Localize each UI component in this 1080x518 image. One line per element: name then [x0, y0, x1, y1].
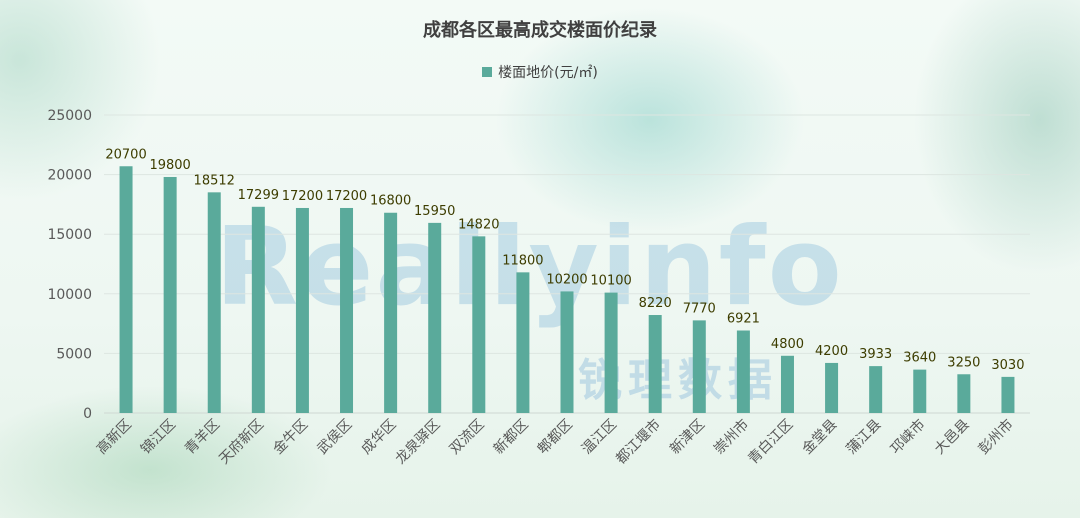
bar [825, 362, 839, 413]
bar [957, 374, 971, 413]
data-label: 3030 [991, 358, 1024, 373]
y-tick-label: 20000 [47, 168, 92, 184]
bar [648, 315, 662, 413]
bar [692, 320, 706, 413]
x-tick-label: 新都区 [491, 417, 532, 458]
bar [516, 272, 530, 413]
x-tick-label: 武侯区 [314, 417, 355, 458]
bar [560, 291, 574, 413]
data-label: 19800 [149, 158, 190, 173]
data-label: 20700 [105, 147, 146, 162]
data-label: 8220 [639, 296, 672, 311]
x-tick-label: 龙泉驿区 [392, 416, 444, 468]
bar [340, 207, 354, 413]
bar [736, 330, 750, 413]
data-label: 4800 [771, 337, 804, 352]
data-label: 18512 [194, 173, 235, 188]
y-tick-label: 15000 [47, 227, 92, 243]
y-tick-label: 25000 [47, 108, 92, 124]
x-tick-label: 青羊区 [182, 417, 223, 458]
bar [207, 192, 221, 413]
x-tick-label: 蒲江县 [843, 417, 884, 458]
data-label: 17200 [282, 189, 323, 204]
x-tick-label: 锦江区 [137, 416, 179, 458]
data-label: 6921 [727, 312, 760, 327]
data-label: 4200 [815, 344, 848, 359]
x-tick-label: 高新区 [93, 416, 135, 458]
x-tick-label: 邛崃市 [887, 416, 929, 458]
bar [295, 207, 309, 413]
bar [604, 292, 618, 413]
data-label: 3640 [903, 351, 936, 366]
data-label: 14820 [458, 217, 499, 232]
x-tick-label: 双流区 [447, 417, 488, 458]
data-label: 17200 [326, 189, 367, 204]
bar [428, 222, 442, 413]
data-label: 11800 [502, 253, 543, 268]
x-tick-label: 郫都区 [535, 417, 576, 458]
bar [119, 166, 133, 413]
y-tick-label: 5000 [56, 346, 92, 362]
data-label: 3250 [947, 355, 980, 370]
x-tick-label: 金堂县 [799, 417, 840, 458]
x-tick-label: 青白江区 [745, 417, 796, 468]
y-tick-label: 10000 [47, 287, 92, 303]
x-tick-label: 彭州市 [975, 416, 1017, 458]
bar [869, 366, 883, 413]
bar [780, 355, 794, 413]
x-tick-label: 新津区 [667, 417, 708, 458]
x-tick-label: 崇州市 [710, 416, 752, 458]
bar [251, 206, 265, 413]
data-label: 3933 [859, 347, 892, 362]
data-label: 16800 [370, 194, 411, 209]
data-label: 7770 [683, 301, 716, 316]
bar [913, 369, 927, 413]
data-label: 10200 [546, 272, 587, 287]
x-tick-label: 都江堰市 [612, 416, 664, 468]
bar [1001, 376, 1015, 413]
x-tick-label: 天府新区 [216, 417, 267, 468]
bar [163, 176, 177, 413]
x-tick-label: 大邑县 [932, 417, 973, 458]
x-tick-label: 金牛区 [270, 417, 311, 458]
data-label: 17299 [238, 188, 279, 203]
bars [119, 166, 1015, 413]
bar [472, 236, 486, 413]
y-axis-labels: 0 5000 10000 15000 20000 25000 [47, 108, 92, 422]
x-tick-label: 温江区 [579, 417, 620, 458]
legend-label: 楼面地价(元/㎡) [498, 65, 598, 81]
chart-legend: 楼面地价(元/㎡) [0, 62, 1080, 82]
data-label: 10100 [590, 274, 631, 289]
x-tick-label: 成华区 [358, 417, 399, 458]
data-label: 15950 [414, 204, 455, 219]
y-tick-label: 0 [83, 406, 92, 422]
chart-title: 成都各区最高成交楼面价纪录 [423, 20, 657, 41]
bar [384, 212, 398, 413]
legend-swatch [482, 67, 493, 77]
